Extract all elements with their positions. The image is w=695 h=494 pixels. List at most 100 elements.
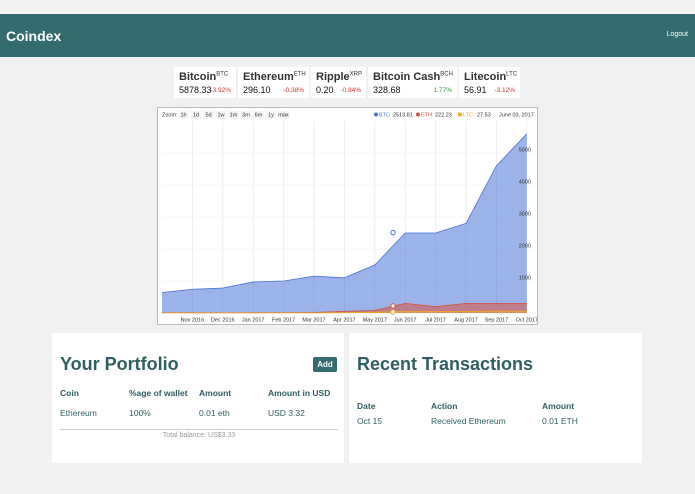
y-tick-label: 3000 bbox=[519, 211, 531, 217]
transactions-panel: Recent Transactions Date Action Amount Oct … bbox=[349, 333, 642, 463]
legend-dot bbox=[416, 112, 420, 117]
x-tick-label: Dec 2016 bbox=[211, 317, 235, 323]
area-line bbox=[161, 133, 528, 293]
legend-name: BTC bbox=[379, 112, 390, 118]
y-tick-label: 4000 bbox=[519, 179, 531, 185]
ticker-price: 5878.33 bbox=[179, 85, 212, 95]
ticker-change: -3.92% bbox=[210, 87, 231, 94]
coin-name: Ethereum bbox=[243, 71, 294, 83]
x-tick-label: Apr 2017 bbox=[333, 317, 355, 323]
zoom-button-bg[interactable] bbox=[203, 111, 214, 119]
zoom-button-bg[interactable] bbox=[228, 111, 239, 119]
coin-symbol: BCH bbox=[440, 71, 453, 78]
zoom-button[interactable]: 1w bbox=[217, 112, 224, 118]
ticker-name: LitecoinLTC bbox=[464, 71, 517, 83]
coin-symbol: BTC bbox=[216, 71, 229, 78]
column-header: Action bbox=[431, 401, 458, 411]
area bbox=[162, 303, 527, 313]
legend-name: LTC bbox=[463, 112, 473, 118]
x-tick-label: Sep 2017 bbox=[485, 317, 509, 323]
zoom-button-bg[interactable] bbox=[178, 111, 189, 119]
legend-value: 222.23 bbox=[435, 112, 452, 118]
column-header: Amount in USD bbox=[268, 388, 331, 398]
panel-title: Your Portfolio bbox=[60, 354, 179, 374]
y-tick-label: 5000 bbox=[519, 147, 531, 153]
divider bbox=[60, 429, 338, 430]
area-line bbox=[162, 310, 527, 314]
legend-date: June 03, 2017 bbox=[499, 112, 534, 118]
zoom-button-bg[interactable] bbox=[265, 111, 277, 119]
x-tick-label: Oct 2017 bbox=[516, 317, 537, 323]
zoom-button-bg[interactable] bbox=[190, 111, 202, 119]
ticker-change: -0.38% bbox=[283, 87, 304, 94]
legend-name: ETH bbox=[421, 112, 432, 118]
x-tick-label: Nov 2016 bbox=[181, 317, 205, 323]
ticker-price: 296.10 bbox=[243, 85, 271, 95]
table-cell: Ethereum bbox=[60, 408, 97, 418]
table-cell: USD 3.32 bbox=[268, 408, 305, 418]
portfolio-panel: Your Portfolio Add Total balance: US$3.3… bbox=[52, 333, 344, 463]
legend-dot bbox=[374, 112, 378, 117]
coin-symbol: XRP bbox=[349, 71, 362, 78]
x-tick-label: Mar 2017 bbox=[302, 317, 325, 323]
zoom-button-bg[interactable] bbox=[240, 111, 252, 119]
table-cell: Oct 15 bbox=[357, 416, 383, 426]
coin-name: Litecoin bbox=[464, 71, 507, 83]
zoom-button[interactable]: 6m bbox=[255, 112, 263, 118]
ticker-change: -0.84% bbox=[340, 87, 361, 94]
y-tick-label: 2000 bbox=[519, 243, 531, 249]
add-button[interactable]: Add bbox=[313, 357, 337, 372]
area bbox=[162, 133, 527, 313]
column-header: %age of wallet bbox=[129, 388, 188, 398]
chart-panel: Zoom: 1h 1d 5d 1w 1m 3m 6m 1y max Nov 2016 Dec 2016… bbox=[157, 107, 538, 325]
logout-link[interactable]: Logout bbox=[666, 31, 688, 38]
zoom-button-bg[interactable] bbox=[253, 111, 264, 119]
ticker-card: EthereumETH 296.10 -0.38% bbox=[238, 67, 309, 98]
ticker-name: Bitcoin CashBCH bbox=[373, 71, 453, 83]
coin-symbol: LTC bbox=[506, 71, 518, 78]
ticker-card: LitecoinLTC 56.91 -3.12% bbox=[459, 67, 520, 98]
ticker-price: 0.20 bbox=[316, 85, 334, 95]
header: Coindex Logout bbox=[0, 14, 695, 57]
zoom-button[interactable]: 1m bbox=[230, 112, 238, 118]
x-tick-label: Jul 2017 bbox=[425, 317, 446, 323]
x-tick-label: Feb 2017 bbox=[272, 317, 295, 323]
column-header: Coin bbox=[60, 388, 79, 398]
zoom-button[interactable]: max bbox=[278, 112, 289, 118]
ticker-price: 328.68 bbox=[373, 85, 401, 95]
zoom-label: Zoom: bbox=[162, 112, 178, 118]
zoom-button[interactable]: 1y bbox=[268, 112, 274, 118]
table-cell: 0.01 eth bbox=[199, 408, 230, 418]
crosshair-marker bbox=[390, 303, 396, 309]
legend-value: 2513.81 bbox=[393, 112, 413, 118]
coin-name: Ripple bbox=[316, 71, 350, 83]
zoom-button-bg[interactable] bbox=[215, 111, 227, 119]
column-header: Date bbox=[357, 401, 376, 411]
coin-name: Bitcoin Cash bbox=[373, 71, 441, 83]
column-header: Amount bbox=[542, 401, 575, 411]
zoom-button[interactable]: 1d bbox=[193, 112, 199, 118]
ticker-name: RippleXRP bbox=[316, 71, 362, 83]
table-cell: 0.01 ETH bbox=[542, 416, 578, 426]
ticker-card: Bitcoin CashBCH 328.68 1.77% bbox=[368, 67, 457, 98]
legend-value: 27.53 bbox=[477, 112, 491, 118]
ticker-card: RippleXRP 0.20 -0.84% bbox=[311, 67, 366, 98]
coin-symbol: ETH bbox=[293, 71, 306, 78]
chart: Zoom: 1h 1d 5d 1w 1m 3m 6m 1y max Nov 2016 Dec 2016… bbox=[161, 111, 538, 323]
x-tick-label: Jun 2017 bbox=[394, 317, 417, 323]
zoom-button[interactable]: 5d bbox=[205, 112, 211, 118]
crosshair-marker bbox=[390, 229, 396, 236]
zoom-button[interactable]: 1h bbox=[180, 112, 186, 118]
brand[interactable]: Coindex bbox=[6, 28, 62, 44]
ticker-card: BitcoinBTC 5878.33 -3.92% bbox=[174, 67, 236, 98]
ticker-change: 1.77% bbox=[433, 87, 452, 94]
table-cell: 100% bbox=[129, 408, 151, 418]
column-header: Amount bbox=[199, 388, 232, 398]
zoom-button[interactable]: 3m bbox=[242, 112, 250, 118]
ticker-price: 56.91 bbox=[464, 85, 487, 95]
ticker-name: EthereumETH bbox=[243, 71, 306, 83]
x-tick-label: Jan 2017 bbox=[242, 317, 265, 323]
crosshair-marker bbox=[390, 309, 396, 315]
zoom-button-bg[interactable] bbox=[278, 111, 289, 119]
